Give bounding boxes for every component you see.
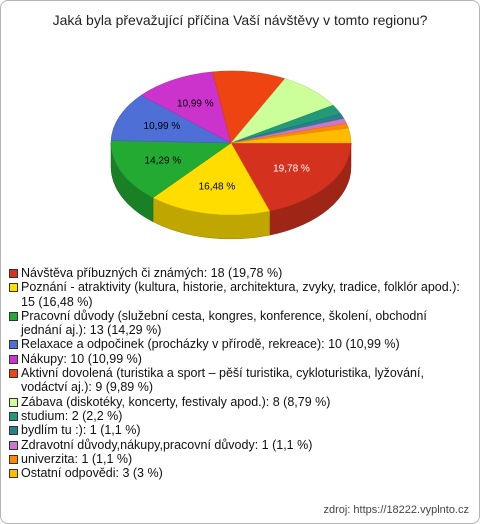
legend-item: Pracovní důvody (služební cesta, kongres… [9,309,471,338]
legend-label: Pracovní důvody (služební cesta, kongres… [21,308,427,338]
legend-label: Zábava (diskotéky, koncerty, festivaly a… [21,394,331,409]
slice [230,127,352,144]
legend: Návštěva příbuzných či známých: 18 (19,7… [9,266,471,480]
legend-label: Relaxace a odpočinek (procházky v přírod… [21,337,400,352]
legend-item: Poznání - atraktivity (kultura, historie… [9,280,471,309]
legend-swatch [9,397,18,407]
legend-label: univerzita: 1 (1,1 %) [21,451,133,466]
legend-item: studium: 2 (2,2 %) [9,409,471,423]
legend-swatch [9,411,18,421]
legend-swatch [9,469,18,479]
legend-swatch [9,426,18,436]
legend-item: Návštěva příbuzných či známých: 18 (19,7… [9,266,471,280]
legend-label: Aktivní dovolená (turistika a sport – pě… [21,366,424,395]
value-label: 19,78 % [273,164,310,175]
value-label: 10,99 % [177,98,214,109]
legend-label: Poznání - atraktivity (kultura, historie… [21,280,460,309]
legend-swatch [9,454,18,464]
value-label: 16,48 % [199,181,236,192]
slice [140,71,232,144]
legend-swatch [9,269,18,278]
chart: 19,78 % 16,48 % 14,29 % 10,99 % 10,99 % [110,70,352,240]
slice [110,94,232,144]
legend-label: Návštěva příbuzných či známých: 18 (19,7… [21,266,283,280]
legend-item: Zdravotní důvody,nákupy,pracovní důvody:… [9,438,471,452]
legend-label: bydlím tu :): 1 (1,1 %) [21,423,141,438]
legend-item: Ostatní odpovědi: 3 (3 %) [9,466,471,480]
value-label: 14,29 % [145,156,182,167]
slice [152,142,271,216]
chart-title: Jaká byla převažující příčina Vaší návšt… [52,12,428,28]
legend-item: Relaxace a odpočinek (procházky v přírod… [9,337,471,351]
legend-item: Aktivní dovolená (turistika a sport – pě… [9,366,471,395]
legend-swatch [9,354,18,364]
legend-label: Zdravotní důvody,nákupy,pracovní důvody:… [21,437,313,452]
slice [230,142,352,212]
source: zdroj: https://18222.vyplnto.cz [323,504,469,516]
legend-swatch [9,311,18,321]
legend-swatch [9,369,18,379]
legend-label: studium: 2 (2,2 %) [21,408,123,423]
legend-swatch [9,440,18,450]
slice [212,70,286,144]
legend-item: univerzita: 1 (1,1 %) [9,452,471,466]
legend-item: bydlím tu :): 1 (1,1 %) [9,423,471,437]
legend-label: Nákupy: 10 (10,99 %) [21,351,142,366]
legend-swatch [9,340,18,350]
legend-label: Ostatní odpovědi: 3 (3 %) [21,466,163,481]
legend-item: Zábava (diskotéky, koncerty, festivaly a… [9,395,471,409]
value-label: 10,99 % [144,121,181,132]
legend-swatch [9,283,18,293]
slice [110,140,232,199]
legend-item: Nákupy: 10 (10,99 %) [9,352,471,366]
